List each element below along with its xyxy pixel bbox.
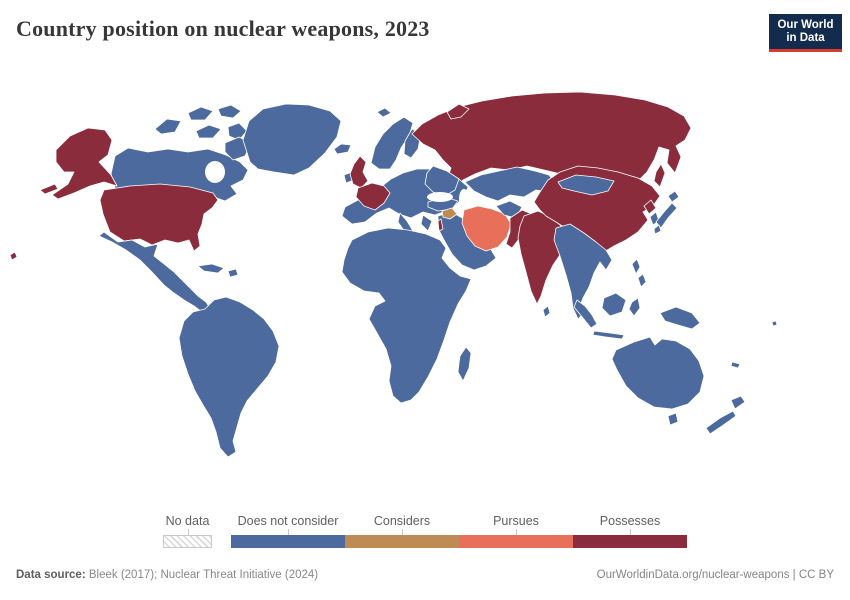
country-canada-island[interactable] [154, 118, 182, 135]
country-philippines[interactable] [631, 258, 641, 275]
country-fiji[interactable] [771, 320, 778, 327]
region-svalbard[interactable] [376, 107, 392, 118]
country-indonesia-sumatra[interactable] [573, 299, 598, 329]
legend-swatch-considers [345, 535, 459, 548]
owid-logo-line1: Our World [777, 19, 834, 31]
country-new-caledonia[interactable] [730, 361, 741, 369]
legend-item-possesses[interactable]: Possesses [573, 514, 687, 548]
country-canada-island[interactable] [195, 124, 222, 139]
legend-item-does-not-consider[interactable]: Does not consider [231, 514, 345, 548]
country-usa-alaska[interactable] [51, 127, 118, 200]
legend-swatch-no-data [163, 535, 212, 548]
country-madagascar[interactable] [457, 346, 472, 382]
country-hispaniola[interactable] [227, 268, 239, 278]
country-syria[interactable] [441, 207, 458, 220]
country-iceland[interactable] [333, 143, 352, 155]
country-canada-island[interactable] [227, 122, 248, 141]
legend-tick [516, 529, 517, 535]
country-canada-island[interactable] [217, 104, 242, 119]
legend-tick [402, 529, 403, 535]
country-united-kingdom[interactable] [349, 155, 369, 189]
legend-tick [288, 529, 289, 535]
legend-label-does-not-consider: Does not consider [237, 514, 339, 528]
country-australia-tasmania[interactable] [667, 412, 679, 426]
legend-tick [630, 529, 631, 535]
legend-label-no-data: No data [165, 514, 210, 528]
region-scandinavia[interactable] [370, 116, 414, 170]
country-israel[interactable] [437, 218, 444, 232]
legend-label-possesses: Possesses [599, 514, 661, 528]
region-south-america[interactable] [178, 296, 280, 458]
legend-item-no-data[interactable]: No data [163, 514, 212, 548]
data-source-note: Data source: Bleek (2017); Nuclear Threa… [16, 569, 318, 581]
country-usa-hawaii[interactable] [9, 251, 18, 261]
data-source-label: Data source: [16, 569, 86, 581]
country-usa[interactable] [99, 183, 219, 252]
country-mongolia[interactable] [557, 174, 615, 196]
country-sri-lanka[interactable] [542, 305, 551, 318]
legend-item-pursues[interactable]: Pursues [459, 514, 573, 548]
legend-tick [187, 529, 189, 535]
country-canada-island[interactable] [187, 106, 214, 121]
caspian-sea [459, 189, 469, 209]
country-japan-honshu[interactable] [655, 202, 678, 229]
country-philippines[interactable] [637, 273, 647, 288]
region-new-guinea[interactable] [659, 306, 701, 330]
country-russia[interactable] [411, 91, 692, 189]
data-source-text: Bleek (2017); Nuclear Threat Initiative … [85, 569, 319, 581]
legend-swatch-pursues [459, 535, 573, 548]
country-north-korea[interactable] [643, 199, 657, 215]
region-africa[interactable] [341, 227, 472, 404]
page-title: Country position on nuclear weapons, 202… [16, 16, 430, 41]
legend-swatch-does-not-consider [231, 535, 345, 548]
owid-logo[interactable]: Our World in Data [769, 14, 842, 52]
country-russia-sakhalin[interactable] [653, 163, 666, 188]
legend-swatch-possesses [573, 535, 687, 548]
hudson-bay [205, 161, 225, 183]
owid-logo-line2: in Data [786, 32, 825, 44]
country-indonesia-java[interactable] [592, 330, 625, 340]
region-southeast-asia[interactable] [553, 223, 613, 320]
legend-item-considers[interactable]: Considers [345, 514, 459, 548]
country-france[interactable] [355, 182, 391, 211]
country-usa-aleutians[interactable] [39, 183, 59, 195]
country-japan-kyushu[interactable] [653, 224, 662, 235]
country-indonesia-sulawesi[interactable] [628, 297, 641, 317]
country-australia[interactable] [611, 336, 705, 410]
country-cuba[interactable] [197, 263, 225, 274]
chart-footer: Data source: Bleek (2017); Nuclear Threa… [16, 569, 834, 581]
legend-label-pursues: Pursues [493, 514, 539, 528]
region-balkans[interactable] [420, 214, 433, 232]
country-mexico-central-america[interactable] [98, 231, 211, 313]
owid-url-link[interactable]: OurWorldinData.org/nuclear-weapons | CC … [596, 569, 834, 581]
country-greenland[interactable] [242, 103, 342, 176]
legend-label-considers: Considers [373, 514, 431, 528]
country-new-zealand-south[interactable] [705, 410, 737, 435]
country-iran[interactable] [461, 205, 512, 252]
black-sea [427, 192, 453, 202]
map-legend: No data Does not consider Considers Purs… [0, 510, 850, 552]
country-indonesia-borneo[interactable] [601, 292, 627, 317]
country-new-zealand-north[interactable] [730, 395, 746, 410]
country-japan-hokkaido[interactable] [667, 190, 680, 203]
country-russia-novaya-zemlya[interactable] [446, 103, 470, 120]
